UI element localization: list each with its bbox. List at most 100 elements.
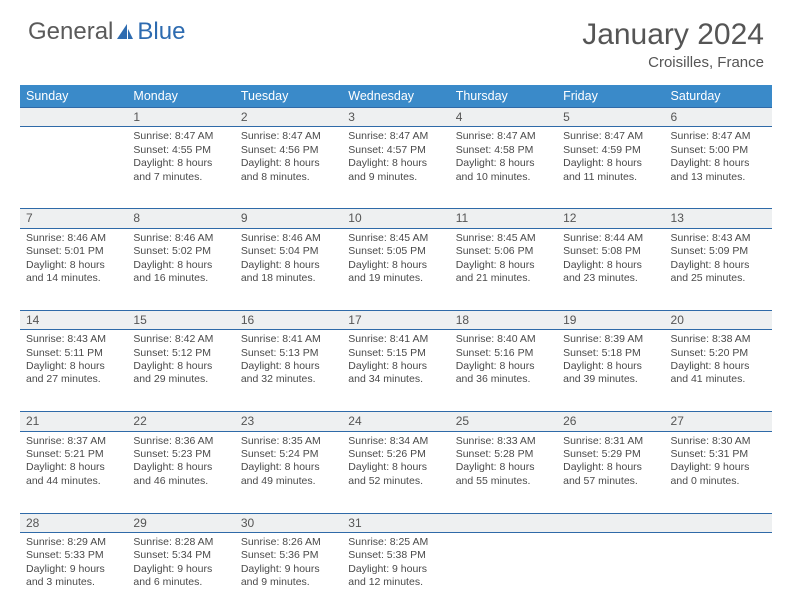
daylight-text: Daylight: 8 hours and 7 minutes. — [133, 157, 228, 184]
logo-sail-icon — [115, 22, 135, 42]
day-body-cell: Sunrise: 8:31 AMSunset: 5:29 PMDaylight:… — [557, 431, 664, 513]
sunrise-text: Sunrise: 8:36 AM — [133, 435, 228, 448]
page-header: General Blue January 2024 Croisilles, Fr… — [0, 0, 792, 77]
daylight-text: Daylight: 8 hours and 27 minutes. — [26, 360, 121, 387]
day-number-cell — [557, 513, 664, 532]
calendar-body: 123456Sunrise: 8:47 AMSunset: 4:55 PMDay… — [20, 108, 772, 614]
day-body-cell: Sunrise: 8:40 AMSunset: 5:16 PMDaylight:… — [450, 330, 557, 412]
day-number-cell: 8 — [127, 209, 234, 228]
day-number-cell: 15 — [127, 310, 234, 329]
day-number-cell: 21 — [20, 412, 127, 431]
sunset-text: Sunset: 5:12 PM — [133, 347, 228, 360]
day-number-cell: 27 — [665, 412, 772, 431]
day-body-cell: Sunrise: 8:47 AMSunset: 4:57 PMDaylight:… — [342, 127, 449, 209]
weekday-header: Thursday — [450, 85, 557, 108]
sunset-text: Sunset: 5:13 PM — [241, 347, 336, 360]
sunrise-text: Sunrise: 8:42 AM — [133, 333, 228, 346]
title-block: January 2024 Croisilles, France — [582, 18, 764, 71]
sunset-text: Sunset: 5:16 PM — [456, 347, 551, 360]
day-number-cell: 14 — [20, 310, 127, 329]
day-body-row: Sunrise: 8:47 AMSunset: 4:55 PMDaylight:… — [20, 127, 772, 209]
sunset-text: Sunset: 5:34 PM — [133, 549, 228, 562]
location-subtitle: Croisilles, France — [582, 54, 764, 71]
day-body-cell: Sunrise: 8:33 AMSunset: 5:28 PMDaylight:… — [450, 431, 557, 513]
sunrise-text: Sunrise: 8:47 AM — [348, 130, 443, 143]
daylight-text: Daylight: 9 hours and 3 minutes. — [26, 563, 121, 590]
sunset-text: Sunset: 5:31 PM — [671, 448, 766, 461]
day-body-cell: Sunrise: 8:43 AMSunset: 5:11 PMDaylight:… — [20, 330, 127, 412]
weekday-header: Monday — [127, 85, 234, 108]
sunset-text: Sunset: 4:59 PM — [563, 144, 658, 157]
day-number-cell: 3 — [342, 108, 449, 127]
daylight-text: Daylight: 9 hours and 6 minutes. — [133, 563, 228, 590]
calendar-table: SundayMondayTuesdayWednesdayThursdayFrid… — [20, 85, 772, 614]
sunrise-text: Sunrise: 8:30 AM — [671, 435, 766, 448]
day-body-row: Sunrise: 8:43 AMSunset: 5:11 PMDaylight:… — [20, 330, 772, 412]
sunrise-text: Sunrise: 8:39 AM — [563, 333, 658, 346]
daylight-text: Daylight: 8 hours and 18 minutes. — [241, 259, 336, 286]
day-number-cell: 19 — [557, 310, 664, 329]
day-body-cell: Sunrise: 8:39 AMSunset: 5:18 PMDaylight:… — [557, 330, 664, 412]
sunrise-text: Sunrise: 8:43 AM — [671, 232, 766, 245]
sunrise-text: Sunrise: 8:47 AM — [241, 130, 336, 143]
sunset-text: Sunset: 5:04 PM — [241, 245, 336, 258]
logo-text-general: General — [28, 18, 113, 46]
daylight-text: Daylight: 8 hours and 52 minutes. — [348, 461, 443, 488]
day-body-cell: Sunrise: 8:47 AMSunset: 4:59 PMDaylight:… — [557, 127, 664, 209]
sunrise-text: Sunrise: 8:40 AM — [456, 333, 551, 346]
daylight-text: Daylight: 8 hours and 11 minutes. — [563, 157, 658, 184]
sunset-text: Sunset: 5:09 PM — [671, 245, 766, 258]
daylight-text: Daylight: 9 hours and 9 minutes. — [241, 563, 336, 590]
day-body-cell: Sunrise: 8:43 AMSunset: 5:09 PMDaylight:… — [665, 228, 772, 310]
day-body-cell: Sunrise: 8:34 AMSunset: 5:26 PMDaylight:… — [342, 431, 449, 513]
day-body-cell: Sunrise: 8:26 AMSunset: 5:36 PMDaylight:… — [235, 532, 342, 614]
sunrise-text: Sunrise: 8:45 AM — [348, 232, 443, 245]
day-number-cell: 1 — [127, 108, 234, 127]
daylight-text: Daylight: 8 hours and 8 minutes. — [241, 157, 336, 184]
sunrise-text: Sunrise: 8:34 AM — [348, 435, 443, 448]
day-body-cell: Sunrise: 8:47 AMSunset: 4:55 PMDaylight:… — [127, 127, 234, 209]
sunrise-text: Sunrise: 8:25 AM — [348, 536, 443, 549]
day-number-cell: 28 — [20, 513, 127, 532]
day-number-cell: 25 — [450, 412, 557, 431]
day-body-cell — [450, 532, 557, 614]
sunset-text: Sunset: 5:38 PM — [348, 549, 443, 562]
logo-text-blue: Blue — [137, 18, 185, 46]
daylight-text: Daylight: 8 hours and 57 minutes. — [563, 461, 658, 488]
day-number-cell: 16 — [235, 310, 342, 329]
sunset-text: Sunset: 5:24 PM — [241, 448, 336, 461]
day-body-row: Sunrise: 8:29 AMSunset: 5:33 PMDaylight:… — [20, 532, 772, 614]
day-number-cell: 13 — [665, 209, 772, 228]
sunset-text: Sunset: 5:02 PM — [133, 245, 228, 258]
day-number-cell: 23 — [235, 412, 342, 431]
day-number-row: 21222324252627 — [20, 412, 772, 431]
sunset-text: Sunset: 5:21 PM — [26, 448, 121, 461]
day-number-cell: 7 — [20, 209, 127, 228]
daylight-text: Daylight: 8 hours and 9 minutes. — [348, 157, 443, 184]
day-number-cell: 29 — [127, 513, 234, 532]
sunrise-text: Sunrise: 8:35 AM — [241, 435, 336, 448]
day-number-cell — [20, 108, 127, 127]
daylight-text: Daylight: 8 hours and 46 minutes. — [133, 461, 228, 488]
sunrise-text: Sunrise: 8:47 AM — [671, 130, 766, 143]
day-number-cell: 18 — [450, 310, 557, 329]
sunrise-text: Sunrise: 8:26 AM — [241, 536, 336, 549]
day-number-row: 123456 — [20, 108, 772, 127]
sunset-text: Sunset: 5:29 PM — [563, 448, 658, 461]
day-body-cell: Sunrise: 8:45 AMSunset: 5:06 PMDaylight:… — [450, 228, 557, 310]
sunset-text: Sunset: 4:56 PM — [241, 144, 336, 157]
sunrise-text: Sunrise: 8:44 AM — [563, 232, 658, 245]
sunrise-text: Sunrise: 8:45 AM — [456, 232, 551, 245]
weekday-header: Friday — [557, 85, 664, 108]
sunrise-text: Sunrise: 8:41 AM — [241, 333, 336, 346]
sunset-text: Sunset: 5:06 PM — [456, 245, 551, 258]
day-number-cell: 6 — [665, 108, 772, 127]
day-number-cell: 11 — [450, 209, 557, 228]
weekday-header-row: SundayMondayTuesdayWednesdayThursdayFrid… — [20, 85, 772, 108]
sunset-text: Sunset: 4:58 PM — [456, 144, 551, 157]
sunrise-text: Sunrise: 8:43 AM — [26, 333, 121, 346]
day-body-cell: Sunrise: 8:42 AMSunset: 5:12 PMDaylight:… — [127, 330, 234, 412]
day-number-cell — [450, 513, 557, 532]
day-body-cell: Sunrise: 8:46 AMSunset: 5:04 PMDaylight:… — [235, 228, 342, 310]
daylight-text: Daylight: 9 hours and 0 minutes. — [671, 461, 766, 488]
